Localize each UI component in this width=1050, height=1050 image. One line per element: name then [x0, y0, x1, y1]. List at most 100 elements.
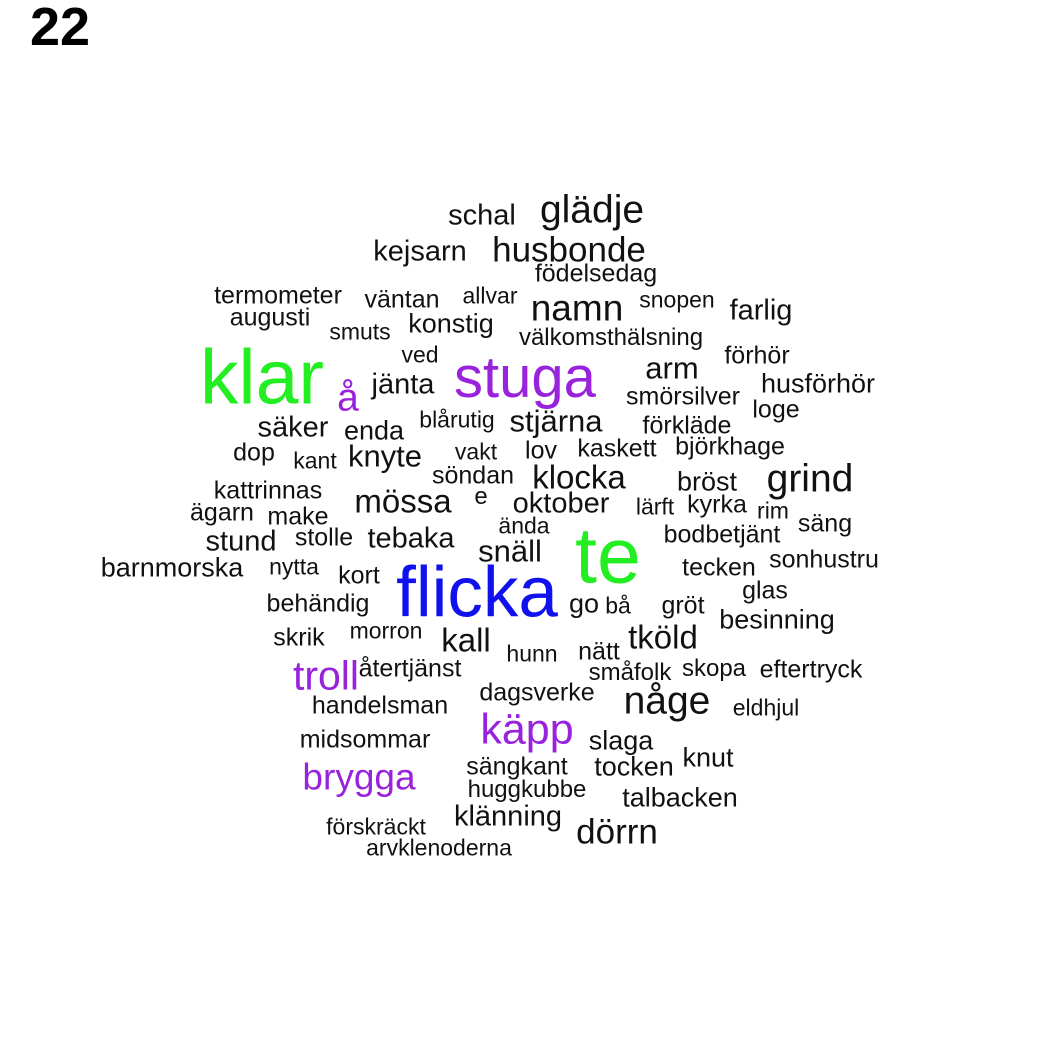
word-83: handelsman — [311, 691, 449, 720]
word-62: tecken — [682, 553, 756, 582]
word-12: smuts — [329, 318, 391, 345]
word-93: talbacken — [622, 782, 738, 813]
word-87: slaga — [588, 725, 654, 756]
word-37: söndan — [431, 461, 515, 490]
word-40: grind — [766, 457, 854, 501]
word-63: flicka — [396, 553, 558, 633]
word-95: förskräckt — [326, 813, 426, 840]
word-19: arm — [645, 350, 699, 386]
word-29: enda — [343, 415, 405, 446]
word-25: blårutig — [419, 406, 495, 433]
word-15: ved — [401, 341, 439, 368]
word-35: kaskett — [577, 434, 657, 463]
word-13: konstig — [408, 308, 494, 339]
word-30: dop — [233, 438, 275, 467]
word-7: allvar — [462, 282, 518, 309]
word-34: lov — [525, 436, 557, 465]
word-27: förkläde — [642, 411, 732, 440]
word-39: bröst — [676, 466, 738, 497]
word-20: å — [337, 376, 359, 420]
word-10: farlig — [729, 294, 793, 327]
word-53: bodbetjänt — [663, 520, 781, 549]
word-73: tköld — [628, 618, 698, 656]
word-81: dagsverke — [479, 678, 595, 707]
word-75: nätt — [578, 637, 620, 666]
word-72: kall — [441, 621, 491, 659]
word-0: schal — [448, 199, 516, 232]
word-17: klar — [199, 334, 325, 421]
word-16: förhör — [724, 341, 790, 370]
word-11: augusti — [229, 303, 311, 332]
word-57: snäll — [478, 533, 542, 569]
word-60: nytta — [269, 553, 319, 580]
word-5: termometer — [214, 281, 342, 310]
word-94: klänning — [453, 800, 563, 833]
word-58: sonhustru — [769, 545, 879, 574]
word-97: arvklenoderna — [366, 834, 512, 861]
word-6: väntan — [364, 285, 440, 314]
word-84: eldhjul — [732, 694, 800, 721]
word-64: glas — [742, 576, 788, 605]
word-24: loge — [752, 395, 800, 424]
word-43: e — [474, 483, 488, 510]
word-48: ägarn — [190, 498, 254, 527]
word-65: behändig — [266, 589, 370, 618]
word-92: huggkubbe — [467, 776, 587, 803]
word-74: hunn — [506, 640, 558, 667]
word-59: barnmorska — [100, 552, 244, 583]
word-41: kattrinnas — [213, 476, 323, 505]
word-22: husförhör — [760, 368, 876, 399]
word-50: ända — [498, 512, 550, 539]
word-26: stjärna — [509, 403, 603, 439]
word-71: morron — [349, 617, 423, 644]
word-78: småfolk — [588, 659, 672, 686]
word-47: rim — [757, 497, 789, 524]
word-18: stuga — [454, 345, 596, 410]
word-3: husbonde — [492, 230, 646, 270]
word-1: glädje — [539, 188, 645, 232]
word-42: mössa — [354, 482, 452, 520]
word-89: sängkant — [466, 752, 568, 781]
word-82: någe — [623, 679, 711, 723]
word-28: säker — [257, 411, 329, 444]
word-33: vakt — [454, 438, 498, 465]
word-85: käpp — [480, 705, 574, 754]
word-23: smörsilver — [626, 382, 740, 411]
word-45: lärft — [635, 493, 675, 520]
figure-label: 22 — [30, 0, 91, 57]
word-55: stolle — [294, 523, 354, 552]
word-44: oktober — [512, 487, 610, 520]
word-90: tocken — [594, 751, 674, 782]
word-8: namn — [530, 287, 624, 329]
word-54: stund — [205, 525, 277, 558]
word-56: tebaka — [367, 522, 455, 555]
word-88: knut — [682, 742, 734, 773]
word-51: säng — [797, 509, 853, 538]
word-70: skrik — [273, 623, 325, 652]
word-66: go — [568, 588, 600, 619]
word-96: dörrn — [576, 812, 658, 852]
word-9: snopen — [639, 286, 715, 313]
word-32: knyte — [347, 438, 423, 474]
word-46: kyrka — [687, 490, 747, 519]
word-52: te — [575, 510, 641, 600]
word-36: björkhage — [675, 432, 785, 461]
word-21: jänta — [371, 368, 435, 401]
word-2: kejsarn — [373, 235, 467, 268]
word-4: födelsedag — [534, 259, 658, 288]
word-68: gröt — [661, 591, 705, 620]
word-14: välkomsthälsning — [518, 324, 704, 351]
word-67: bå — [605, 592, 631, 619]
word-61: kort — [338, 561, 380, 590]
word-80: eftertryck — [759, 655, 863, 684]
word-38: klocka — [532, 458, 626, 496]
word-91: brygga — [302, 756, 416, 798]
word-31: kant — [293, 447, 337, 474]
word-49: make — [267, 502, 329, 531]
word-69: besinning — [719, 604, 835, 635]
word-76: troll — [292, 652, 360, 699]
word-86: midsommar — [299, 725, 431, 754]
word-77: återtjänst — [358, 654, 462, 683]
word-79: skopa — [681, 655, 747, 682]
